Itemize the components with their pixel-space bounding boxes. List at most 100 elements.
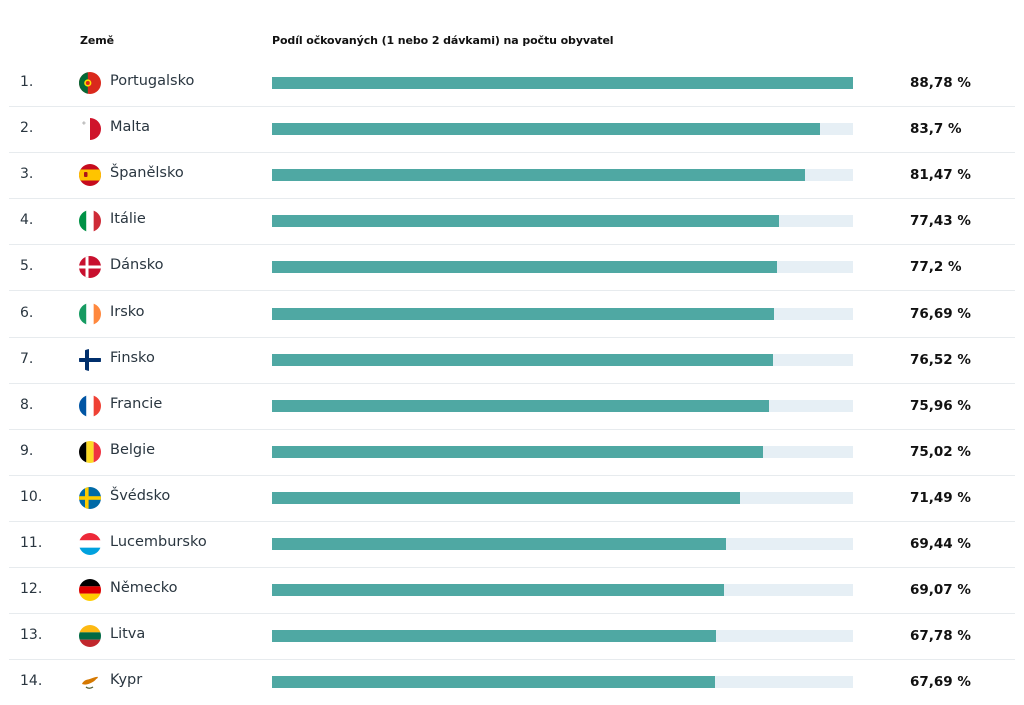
cyprus-flag-icon — [79, 671, 101, 693]
value-label: 67,69 % — [910, 674, 971, 691]
bar — [272, 399, 770, 412]
table-row: 10. Švédsko 71,49 % — [9, 475, 1015, 522]
france-flag-icon — [79, 394, 101, 417]
bar-track — [272, 399, 853, 412]
value-label: 69,07 % — [910, 582, 971, 599]
table-row: 9. Belgie 75,02 % — [9, 429, 1015, 476]
rank-label: 14. — [20, 673, 43, 690]
bar-track — [272, 538, 853, 550]
bar-track — [272, 123, 853, 136]
bar — [272, 630, 716, 643]
bar — [272, 538, 727, 550]
rank-label: 10. — [20, 488, 43, 505]
bar — [272, 491, 740, 504]
bar — [272, 307, 774, 320]
value-label: 67,78 % — [910, 628, 971, 645]
value-label: 75,02 % — [910, 443, 971, 460]
sweden-flag-icon — [79, 486, 101, 509]
country-label: Dánsko — [110, 257, 164, 274]
bar-track — [272, 169, 853, 182]
germany-flag-icon — [79, 579, 101, 602]
country-label: Finsko — [110, 349, 155, 366]
bar-track — [272, 491, 853, 504]
bar-track — [272, 215, 853, 228]
share-column-header: Podíl očkovaných (1 nebo 2 dávkami) na p… — [272, 34, 614, 47]
value-label: 75,96 % — [910, 397, 971, 414]
table-row: 3. Španělsko 81,47 % — [9, 152, 1015, 200]
bar-track — [272, 307, 853, 320]
value-label: 88,78 % — [910, 75, 971, 91]
bar — [272, 353, 773, 366]
table-row: 14. Kypr 67,69 % — [9, 659, 1015, 705]
table-row: 4. Itálie 77,43 % — [9, 198, 1015, 246]
country-label: Portugalsko — [110, 73, 195, 89]
table-row: 13. Litva 67,78 % — [9, 613, 1015, 661]
value-label: 76,69 % — [910, 305, 971, 322]
bar — [272, 445, 763, 458]
table-row: 5. Dánsko 77,2 % — [9, 244, 1015, 292]
bar — [272, 169, 806, 182]
table-row: 8. Francie 75,96 % — [9, 383, 1015, 430]
bar — [272, 77, 853, 89]
country-label: Kypr — [110, 672, 143, 689]
table-row: 6. Irsko 76,69 % — [9, 291, 1015, 338]
value-label: 77,43 % — [910, 213, 971, 230]
rank-label: 1. — [20, 74, 34, 90]
country-label: Litva — [110, 626, 146, 643]
rank-label: 13. — [20, 627, 43, 644]
rank-label: 7. — [20, 350, 34, 367]
value-label: 77,2 % — [910, 259, 962, 276]
belgium-flag-icon — [79, 440, 101, 463]
rank-label: 9. — [20, 442, 34, 459]
bar-track — [272, 77, 853, 89]
italy-flag-icon — [79, 210, 101, 233]
country-label: Malta — [110, 119, 150, 136]
value-label: 81,47 % — [910, 167, 971, 184]
luxembourg-flag-icon — [79, 533, 101, 555]
rank-label: 2. — [20, 120, 34, 137]
country-label: Německo — [110, 580, 178, 597]
lithuania-flag-icon — [79, 625, 101, 648]
table-row: 2. Malta 83,7 % — [9, 106, 1015, 154]
value-label: 76,52 % — [910, 351, 971, 368]
country-label: Švédsko — [110, 487, 171, 504]
bar — [272, 215, 779, 228]
country-label: Španělsko — [110, 165, 184, 182]
bar-track — [272, 630, 853, 643]
value-label: 83,7 % — [910, 121, 962, 138]
bar-track — [272, 445, 853, 458]
rank-label: 6. — [20, 304, 34, 321]
country-label: Itálie — [110, 211, 146, 228]
bar-track — [272, 353, 853, 366]
denmark-flag-icon — [79, 256, 101, 279]
country-column-header: Země — [80, 34, 114, 47]
bar — [272, 676, 715, 689]
country-label: Francie — [110, 395, 163, 412]
bar — [272, 261, 778, 274]
bar-track — [272, 676, 853, 689]
portugal-flag-icon — [79, 72, 101, 94]
value-label: 69,44 % — [910, 536, 971, 552]
rank-label: 4. — [20, 212, 34, 229]
spain-flag-icon — [79, 164, 101, 187]
bar — [272, 123, 820, 136]
finland-flag-icon — [79, 348, 101, 371]
ireland-flag-icon — [79, 302, 101, 325]
country-label: Lucembursko — [110, 534, 207, 550]
table-row: 1. Portugalsko 88,78 % — [9, 60, 1015, 107]
rank-label: 8. — [20, 396, 34, 413]
rank-label: 5. — [20, 258, 34, 275]
table-row: 12. Německo 69,07 % — [9, 567, 1015, 615]
country-label: Irsko — [110, 303, 145, 320]
rank-label: 11. — [20, 535, 43, 551]
rank-label: 12. — [20, 581, 43, 598]
rank-label: 3. — [20, 166, 34, 183]
table-row: 7. Finsko 76,52 % — [9, 337, 1015, 384]
bar-track — [272, 261, 853, 274]
value-label: 71,49 % — [910, 489, 971, 506]
country-label: Belgie — [110, 441, 156, 458]
table-row: 11. Lucembursko 69,44 % — [9, 521, 1015, 568]
bar-track — [272, 584, 853, 597]
bar — [272, 584, 724, 597]
